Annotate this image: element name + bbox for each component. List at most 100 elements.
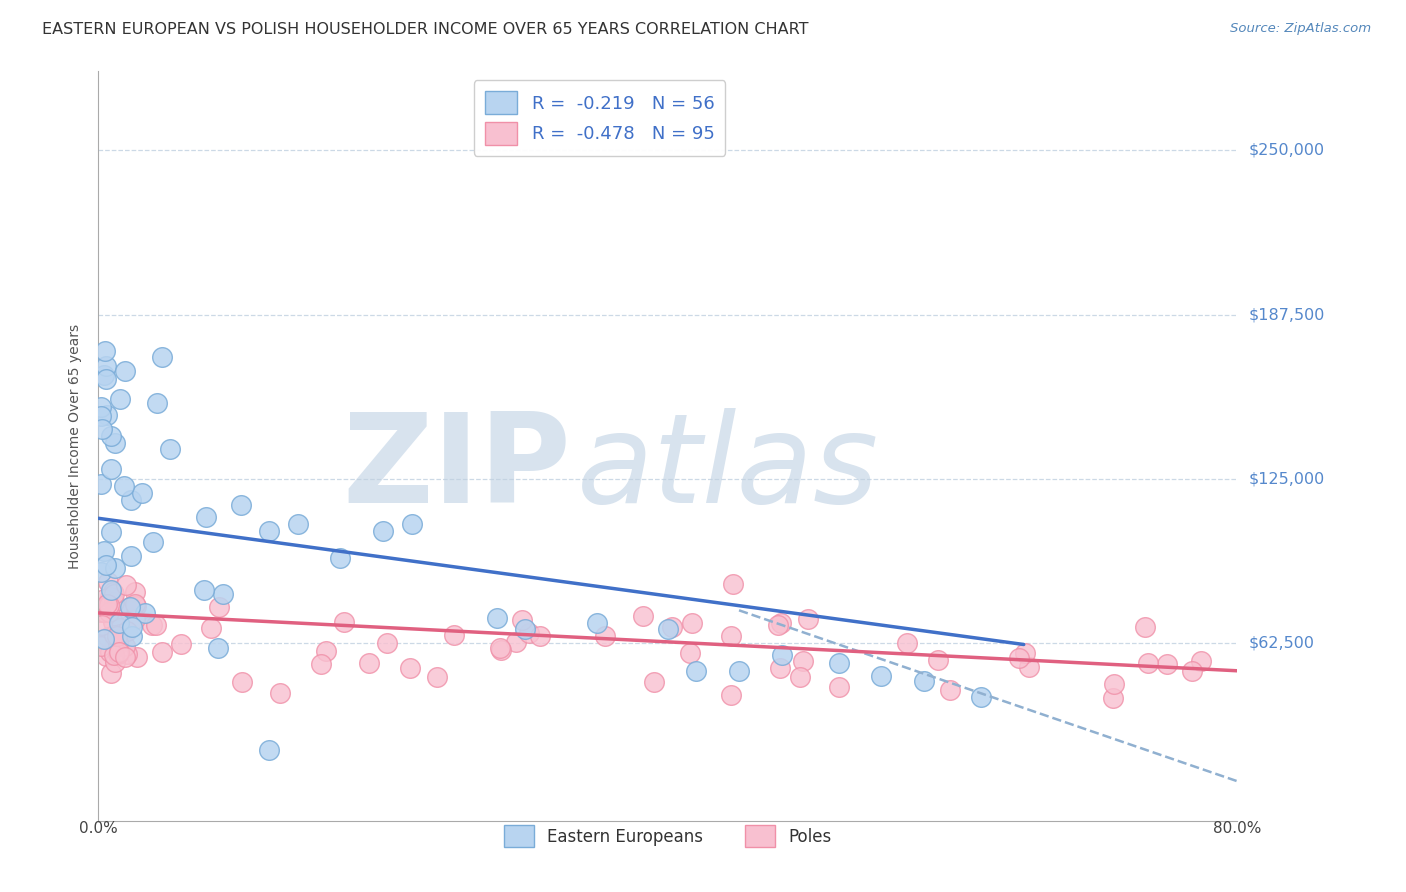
Point [94,599,117,614]
Point [517,626,540,640]
Point [150,644,173,658]
Point [105,629,128,643]
Point [212,587,235,601]
Point [94,359,117,373]
Point [107,647,129,661]
Point [193,582,215,597]
Point [112,478,135,492]
Point [685,664,707,678]
Point [505,634,527,648]
Point [643,674,665,689]
Point [398,661,420,675]
Point [231,674,253,689]
Point [103,628,125,642]
Point [103,648,125,663]
Point [93,368,115,382]
Point [373,524,395,539]
Point [679,646,702,660]
Point [1018,659,1040,673]
Point [115,578,138,592]
Point [970,690,993,704]
Point [728,664,751,678]
Point [124,597,146,611]
Point [90,477,112,491]
Point [585,616,607,631]
Text: $62,500: $62,500 [1249,636,1315,650]
Point [90,640,112,654]
Point [896,636,918,650]
Text: $250,000: $250,000 [1249,143,1324,158]
Point [769,661,792,675]
Point [93,632,115,647]
Point [90,409,112,424]
Point [100,591,122,605]
Point [98,645,121,659]
Point [333,615,356,629]
Point [1102,691,1125,706]
Point [100,429,122,443]
Point [114,650,136,665]
Point [259,742,281,756]
Point [125,649,148,664]
Point [681,615,703,630]
Point [107,636,129,650]
Point [114,639,136,653]
Point [207,641,229,656]
Point [359,657,381,671]
Point [489,642,512,657]
Point [259,524,281,539]
Point [120,549,142,563]
Point [108,644,131,658]
Point [104,436,127,450]
Point [146,396,169,410]
Point [1156,657,1178,671]
Point [115,624,138,639]
Text: EASTERN EUROPEAN VS POLISH HOUSEHOLDER INCOME OVER 65 YEARS CORRELATION CHART: EASTERN EUROPEAN VS POLISH HOUSEHOLDER I… [42,22,808,37]
Point [105,603,128,617]
Point [90,618,112,632]
Point [269,686,291,700]
Point [159,442,181,457]
Point [108,626,131,640]
Point [657,622,679,636]
Point [229,498,252,512]
Point [100,525,122,540]
Point [98,605,121,619]
Point [121,629,143,643]
Point [124,585,146,599]
Point [1014,646,1036,660]
Point [927,653,949,667]
Text: atlas: atlas [576,408,879,529]
Point [720,688,742,702]
Point [1181,664,1204,678]
Point [90,565,112,579]
Point [97,574,120,589]
Point [115,647,138,661]
Point [443,628,465,642]
Point [131,485,153,500]
Point [770,616,793,631]
Point [94,372,117,386]
Point [93,591,115,606]
Point [912,674,935,689]
Point [169,637,191,651]
Point [108,392,131,407]
Point [101,584,124,599]
Point [89,605,111,619]
Point [309,657,332,672]
Text: 80.0%: 80.0% [1213,821,1261,836]
Point [828,680,851,694]
Point [145,618,167,632]
Point [100,462,122,476]
Point [124,612,146,626]
Point [107,615,129,630]
Point [401,516,423,531]
Point [1189,654,1212,668]
Point [134,606,156,620]
Point [789,670,811,684]
Point [510,613,533,627]
Point [489,640,512,655]
Point [150,350,173,364]
Point [97,630,120,644]
Point [94,648,117,663]
